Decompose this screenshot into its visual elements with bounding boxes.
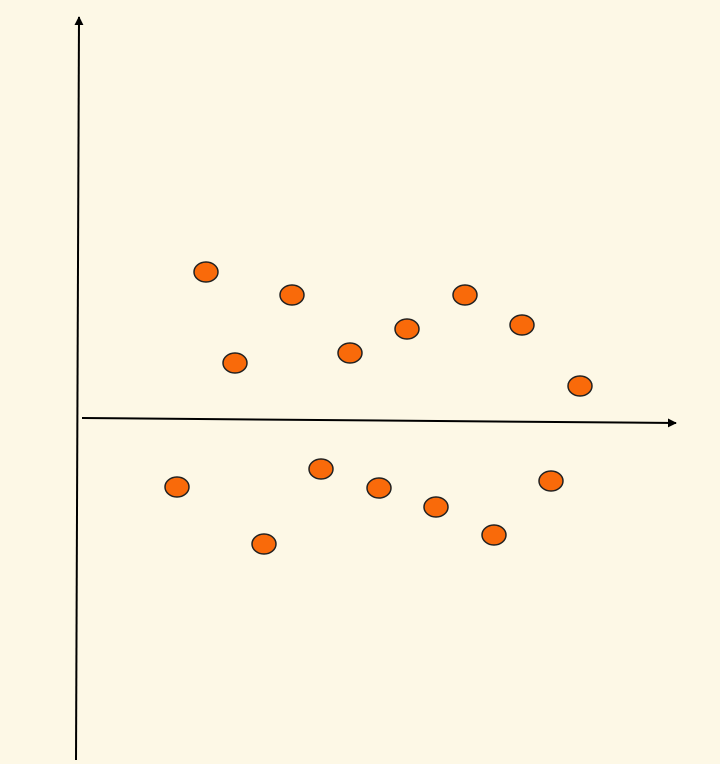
point	[538, 470, 564, 492]
point	[452, 284, 478, 306]
point	[394, 318, 420, 340]
x-axis	[81, 417, 677, 428]
point	[222, 352, 248, 374]
y-axis	[74, 16, 84, 761]
point	[567, 375, 593, 397]
point	[308, 458, 334, 480]
point	[366, 477, 392, 499]
point	[481, 524, 507, 546]
point	[423, 496, 449, 518]
point	[164, 476, 190, 498]
point	[509, 314, 535, 336]
point	[193, 261, 219, 283]
point	[251, 533, 277, 555]
point	[337, 342, 363, 364]
point	[279, 284, 305, 306]
